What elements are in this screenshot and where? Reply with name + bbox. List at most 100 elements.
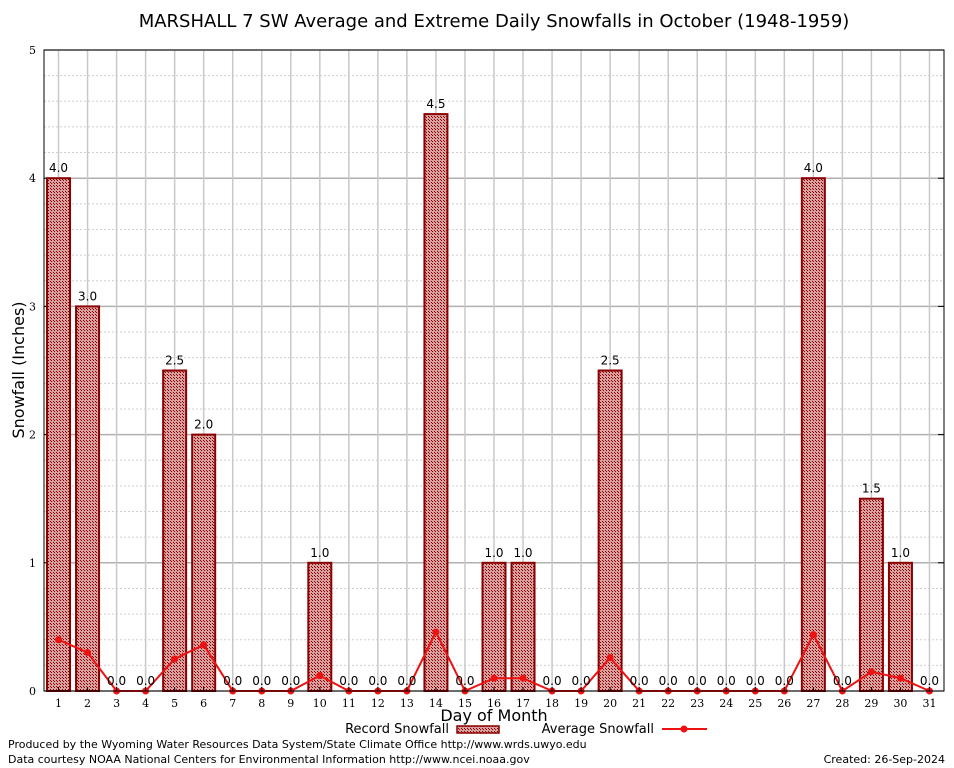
x-tick-label: 22 bbox=[661, 697, 675, 710]
x-tick-label: 8 bbox=[258, 697, 265, 710]
footer-courtesy: Data courtesy NOAA National Centers for … bbox=[8, 753, 530, 766]
x-tick-label: 10 bbox=[313, 697, 327, 710]
x-tick-label: 17 bbox=[516, 697, 530, 710]
x-tick-label: 25 bbox=[748, 697, 762, 710]
average-point bbox=[200, 641, 208, 649]
x-tick-label: 18 bbox=[545, 697, 559, 710]
y-tick-label: 4 bbox=[29, 172, 36, 185]
data-label: 1.0 bbox=[891, 546, 910, 560]
average-point bbox=[606, 654, 614, 662]
x-tick-label: 21 bbox=[632, 697, 646, 710]
x-tick-label: 7 bbox=[229, 697, 236, 710]
average-point bbox=[432, 628, 440, 636]
data-label: 0.0 bbox=[543, 674, 562, 688]
average-point bbox=[171, 655, 179, 663]
x-tick-label: 15 bbox=[458, 697, 472, 710]
x-tick-label: 19 bbox=[574, 697, 588, 710]
data-label: 2.5 bbox=[601, 354, 620, 368]
x-tick-label: 3 bbox=[113, 697, 120, 710]
data-label: 0.0 bbox=[455, 674, 474, 688]
average-point bbox=[316, 672, 324, 680]
x-tick-label: 1 bbox=[55, 697, 62, 710]
data-label: 0.0 bbox=[281, 674, 300, 688]
record-bar bbox=[307, 561, 333, 692]
average-point bbox=[896, 674, 904, 682]
x-tick-label: 30 bbox=[893, 697, 907, 710]
data-label: 0.0 bbox=[136, 674, 155, 688]
data-label: 0.0 bbox=[659, 674, 678, 688]
x-tick-label: 12 bbox=[371, 697, 385, 710]
footer-produced-by: Produced by the Wyoming Water Resources … bbox=[8, 738, 587, 751]
y-axis-label: Snowfall (Inches) bbox=[9, 301, 28, 438]
x-tick-labels: 1 2 3 4 5 6 7 8 9 10 11 12 13 14 15 16 17 18 19 20 21 22 23 24 2… bbox=[55, 687, 936, 710]
average-point bbox=[55, 636, 63, 644]
record-bar bbox=[481, 561, 507, 692]
data-label: 0.0 bbox=[717, 674, 736, 688]
legend-average-label: Average Snowfall bbox=[542, 722, 654, 737]
data-label: 0.0 bbox=[223, 674, 242, 688]
data-label: 0.0 bbox=[920, 674, 939, 688]
x-tick-label: 20 bbox=[603, 697, 617, 710]
x-tick-label: 27 bbox=[806, 697, 820, 710]
record-bar bbox=[858, 497, 884, 693]
x-tick-label: 4 bbox=[142, 697, 149, 710]
record-bar bbox=[887, 561, 913, 692]
x-tick-label: 26 bbox=[777, 697, 791, 710]
y-tick-label: 0 bbox=[29, 685, 36, 698]
data-label: 1.5 bbox=[862, 482, 881, 496]
data-label: 4.0 bbox=[49, 161, 68, 175]
data-label: 0.0 bbox=[572, 674, 591, 688]
average-point bbox=[809, 631, 817, 639]
data-label: 0.0 bbox=[630, 674, 649, 688]
legend-average-marker bbox=[680, 725, 688, 733]
data-label: 0.0 bbox=[746, 674, 765, 688]
x-tick-label: 2 bbox=[84, 697, 91, 710]
x-axis-label: Day of Month bbox=[440, 706, 547, 725]
data-label: 3.0 bbox=[78, 289, 97, 303]
x-tick-label: 16 bbox=[487, 697, 501, 710]
data-label: 4.5 bbox=[426, 97, 445, 111]
y-tick-label: 5 bbox=[29, 44, 36, 57]
legend-record-label: Record Snowfall bbox=[345, 722, 449, 737]
data-label: 0.0 bbox=[252, 674, 271, 688]
x-tick-label: 31 bbox=[922, 697, 936, 710]
data-label: 4.0 bbox=[804, 161, 823, 175]
data-label: 1.0 bbox=[513, 546, 532, 560]
average-point bbox=[867, 668, 875, 676]
record-bar bbox=[162, 369, 188, 692]
average-point bbox=[490, 674, 498, 682]
data-label: 1.0 bbox=[310, 546, 329, 560]
x-tick-label: 14 bbox=[429, 697, 443, 710]
x-tick-label: 29 bbox=[864, 697, 878, 710]
x-tick-label: 28 bbox=[835, 697, 849, 710]
record-bar bbox=[800, 177, 826, 692]
y-tick-label: 3 bbox=[29, 300, 36, 313]
data-label: 0.0 bbox=[775, 674, 794, 688]
x-tick-label: 23 bbox=[690, 697, 704, 710]
footer-created: Created: 26-Sep-2024 bbox=[824, 753, 945, 766]
y-tick-label: 1 bbox=[29, 557, 36, 570]
data-label: 1.0 bbox=[484, 546, 503, 560]
data-label: 0.0 bbox=[397, 674, 416, 688]
data-label: 2.5 bbox=[165, 354, 184, 368]
average-point bbox=[84, 649, 92, 657]
x-tick-label: 13 bbox=[400, 697, 414, 710]
x-tick-label: 6 bbox=[200, 697, 207, 710]
y-tick-labels: 0 1 2 3 4 5 bbox=[29, 44, 36, 698]
average-point bbox=[519, 674, 527, 682]
record-bar bbox=[191, 433, 217, 692]
record-bars bbox=[46, 113, 913, 693]
chart-title: MARSHALL 7 SW Average and Extreme Daily … bbox=[139, 11, 850, 32]
data-labels: 4.0 3.0 0.0 0.0 2.5 2.0 0.0 0.0 0.0 1.0 0.0 0.0 0.0 4… bbox=[49, 97, 939, 688]
x-tick-label: 24 bbox=[719, 697, 733, 710]
x-tick-label: 5 bbox=[171, 697, 178, 710]
record-bar bbox=[510, 561, 536, 692]
record-bar bbox=[46, 177, 72, 692]
data-label: 0.0 bbox=[368, 674, 387, 688]
data-label: 0.0 bbox=[339, 674, 358, 688]
record-bar bbox=[75, 305, 101, 692]
legend: Record Snowfall Average Snowfall bbox=[345, 722, 707, 737]
data-label: 0.0 bbox=[107, 674, 126, 688]
data-label: 2.0 bbox=[194, 418, 213, 432]
